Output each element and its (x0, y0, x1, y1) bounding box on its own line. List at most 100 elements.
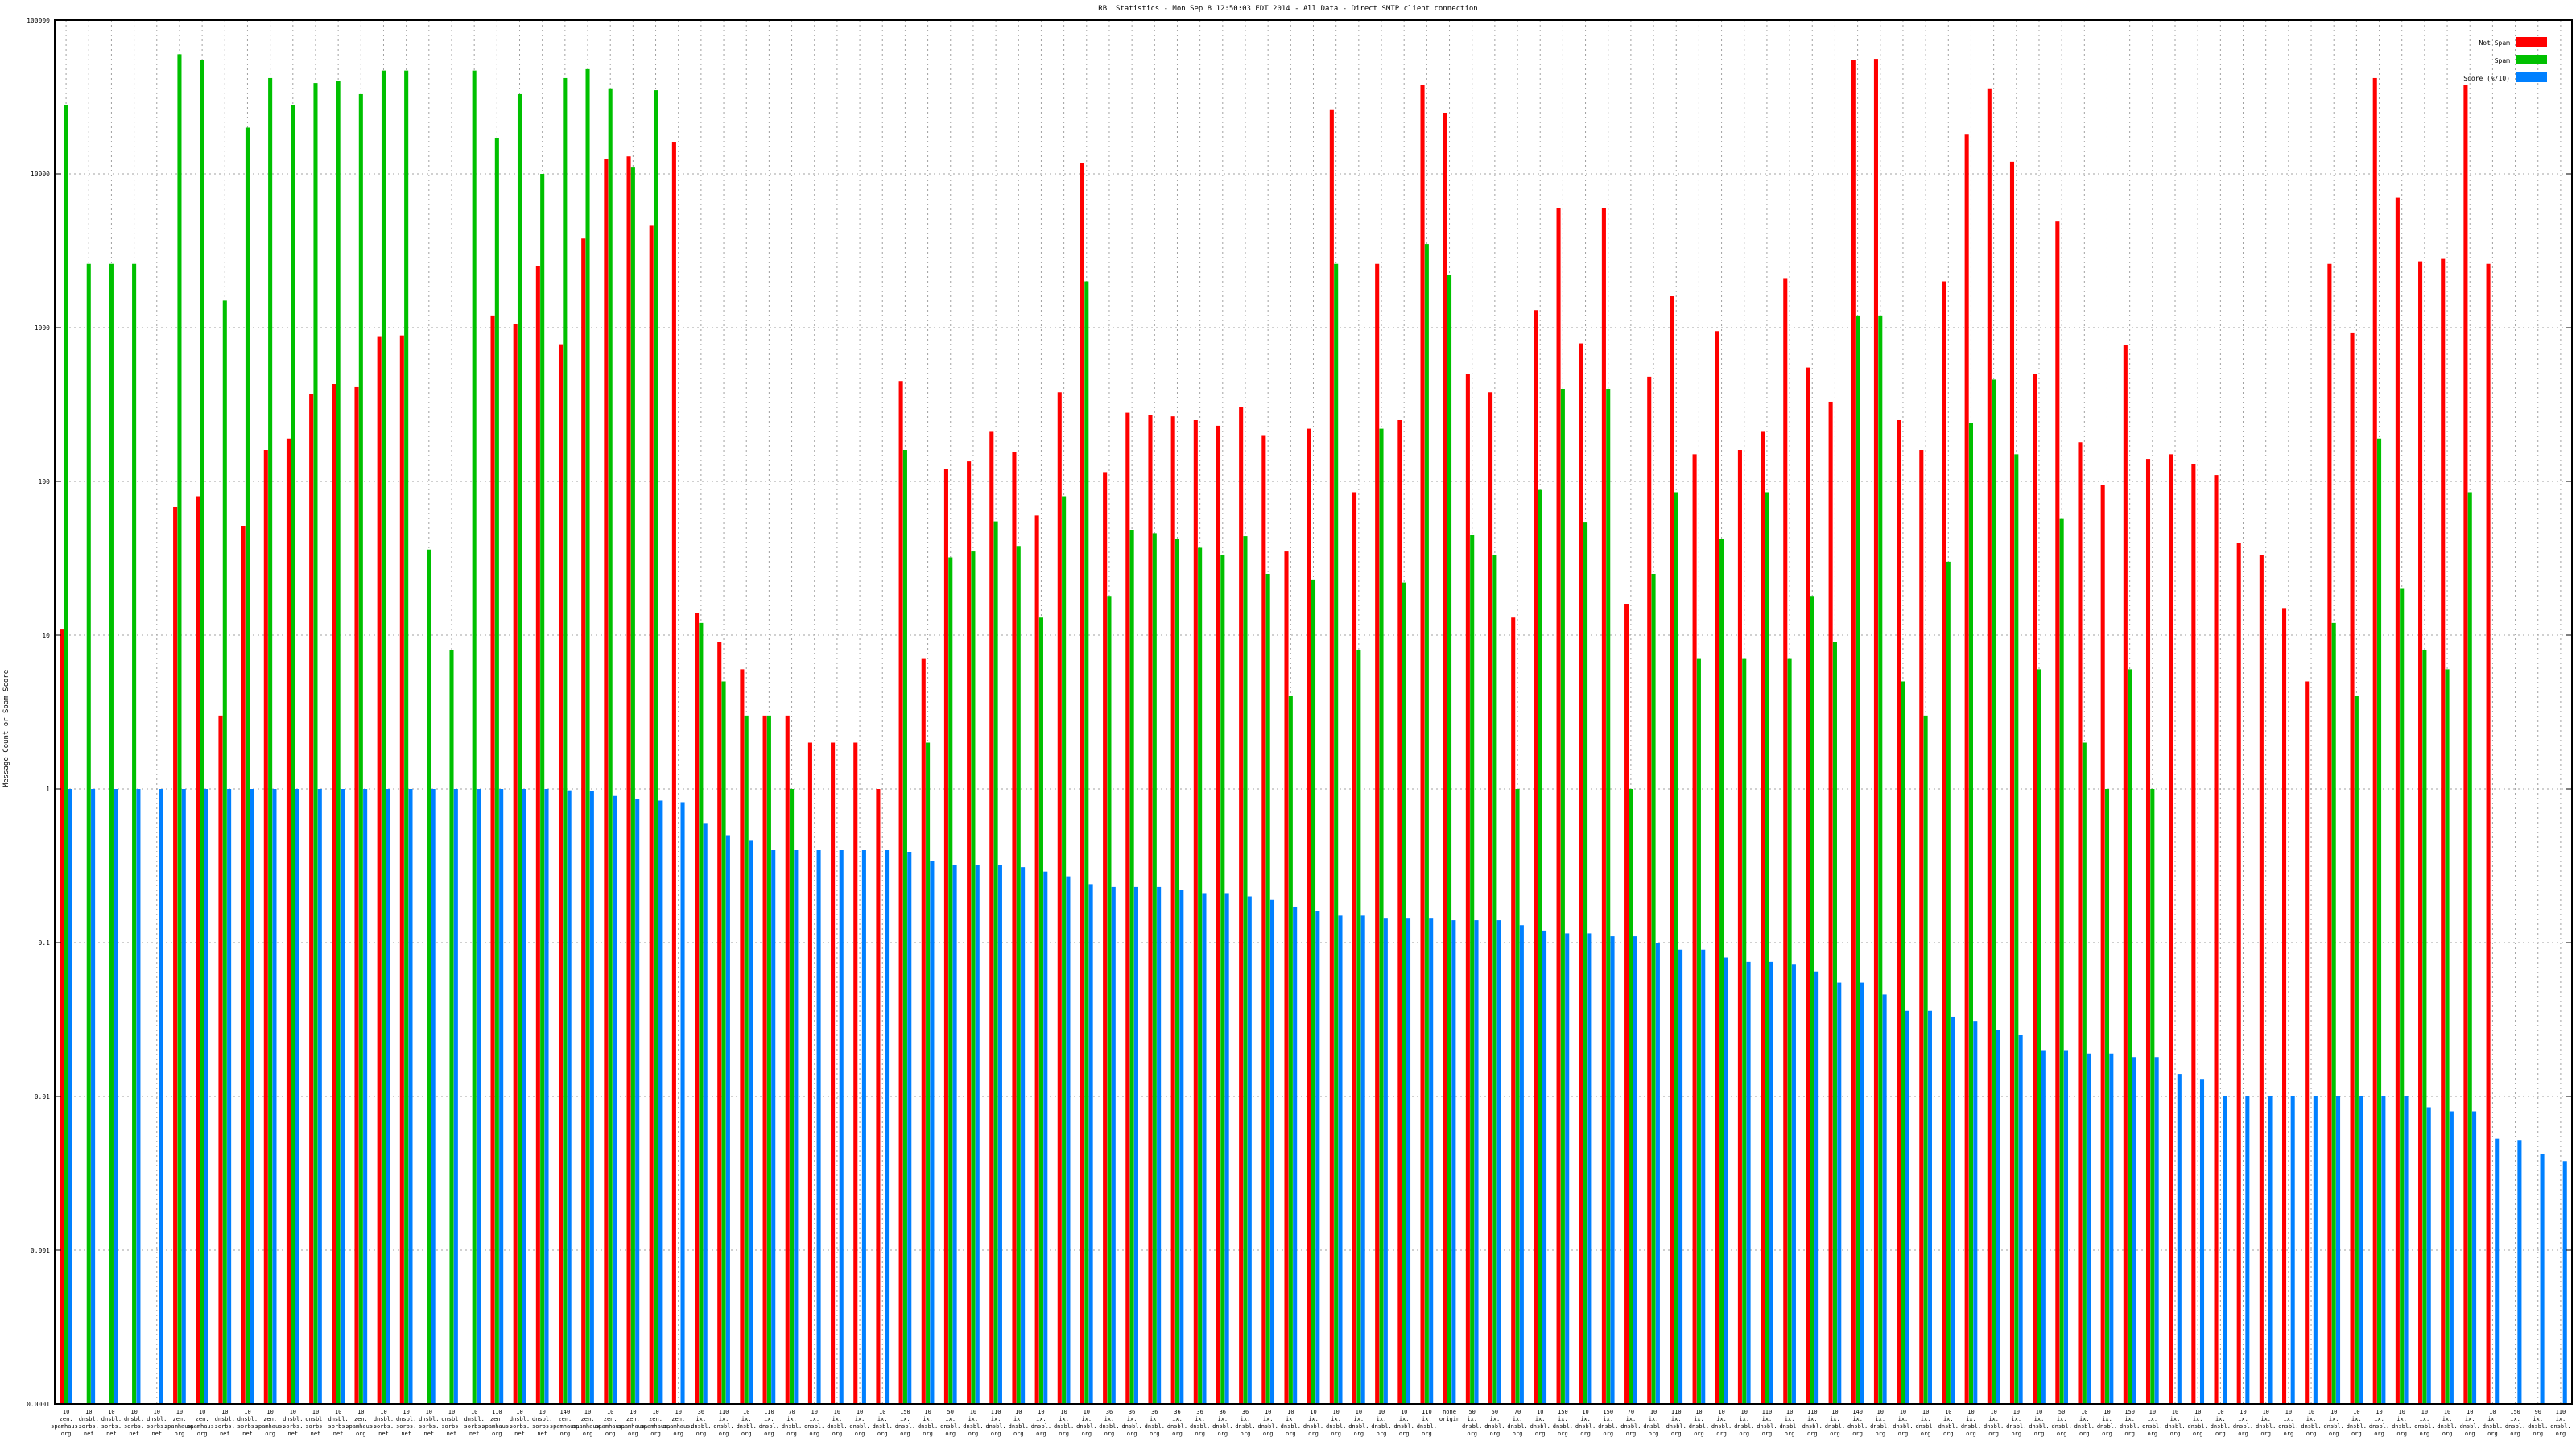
bar (902, 450, 907, 1404)
bars-layer (60, 54, 2567, 1405)
bar (699, 622, 704, 1404)
x-tick-label: 10 dnsbl. sorbs. net (464, 1409, 485, 1437)
bar (2214, 475, 2219, 1404)
bar (64, 105, 68, 1405)
x-tick-label: 150 ix. dnsbl. org (895, 1409, 915, 1437)
bar (766, 715, 771, 1404)
x-tick-label: 10 dnsbl. sorbs. net (419, 1409, 439, 1437)
bar (517, 93, 522, 1404)
bar (68, 789, 72, 1404)
bar (2359, 1096, 2363, 1404)
bar (1107, 596, 1112, 1404)
x-tick-label: 10 ix. dnsbl. org (2324, 1409, 2344, 1437)
bar (1832, 642, 1837, 1404)
bar (1787, 658, 1792, 1404)
bar (721, 681, 726, 1404)
bar (1905, 1010, 1909, 1404)
bar (1152, 533, 1157, 1404)
bar (2037, 669, 2041, 1404)
bar (1814, 971, 1819, 1404)
bar (885, 850, 890, 1404)
bar (1103, 472, 1108, 1404)
bar (1860, 982, 1864, 1404)
bar (2463, 85, 2468, 1404)
x-tick-label: 10 ix. dnsbl. org (1825, 1409, 1845, 1437)
bar (771, 850, 776, 1404)
bar (2377, 438, 2382, 1404)
x-tick-label: 10 ix. dnsbl. org (1394, 1409, 1414, 1437)
bar (1021, 867, 1026, 1404)
x-tick-label: 10 zen. spamhaus. org (345, 1409, 376, 1437)
bar (200, 60, 204, 1405)
bar (907, 852, 912, 1404)
x-tick-label: 10 ix. dnsbl. org (1779, 1409, 1799, 1437)
bar (2467, 492, 2472, 1404)
bar (563, 77, 568, 1405)
bar (2331, 622, 2336, 1404)
bar (630, 167, 635, 1404)
x-tick-label: 10 ix. dnsbl. org (918, 1409, 938, 1437)
bar (1470, 535, 1475, 1405)
x-tick-label: 10 zen. spamhaus. org (572, 1409, 603, 1437)
bar (1111, 886, 1116, 1404)
bar (1761, 431, 1765, 1405)
x-tick-label: 10 ix. dnsbl. org (1938, 1409, 1959, 1437)
bar (109, 263, 114, 1404)
x-tick-label: 10 ix. dnsbl. org (2278, 1409, 2298, 1437)
legend-label: Score (%/10) (2463, 75, 2510, 82)
bar (2109, 1053, 2114, 1404)
bar (291, 105, 295, 1405)
bar (1674, 492, 1678, 1404)
bar (1783, 278, 1788, 1405)
bar (1901, 681, 1905, 1404)
bar (1964, 134, 1969, 1405)
x-tick-label: 36 ix. dnsbl. org (1212, 1409, 1232, 1437)
bar (2404, 1096, 2409, 1404)
bar (1474, 920, 1479, 1404)
x-tick-label: 110 ix. dnsbl. org (759, 1409, 779, 1437)
bar (1293, 906, 1298, 1404)
bar (2223, 1096, 2227, 1404)
x-tick-label: 10 ix. dnsbl. org (1348, 1409, 1368, 1437)
bar (831, 742, 836, 1404)
bar (1034, 515, 1039, 1405)
x-tick-label: 10 ix. dnsbl. org (2029, 1409, 2049, 1437)
bar (1174, 539, 1180, 1404)
x-tick-label: 10 ix. dnsbl. org (2437, 1409, 2457, 1437)
x-tick-label: 10 ix. dnsbl. org (2074, 1409, 2095, 1437)
bar (2305, 681, 2310, 1404)
bar (2041, 1050, 2046, 1404)
bar (1583, 522, 1588, 1404)
x-tick-label: 110 ix. dnsbl. org (713, 1409, 733, 1437)
bar (427, 549, 431, 1404)
x-tick-label: 10 ix. dnsbl. org (1326, 1409, 1346, 1437)
bar (472, 70, 477, 1405)
bar (839, 850, 844, 1404)
bar (1742, 658, 1747, 1404)
bar (926, 742, 931, 1404)
x-tick-label: 36 ix. dnsbl. org (1235, 1409, 1255, 1437)
x-tick-label: 10 ix. dnsbl. org (2414, 1409, 2434, 1437)
x-tick-label: 10 ix. dnsbl. org (2256, 1409, 2276, 1437)
x-tick-label: 10 ix. dnsbl. org (1031, 1409, 1051, 1437)
legend-label: Not Spam (2479, 39, 2510, 47)
bar (1992, 379, 1996, 1404)
bar (218, 715, 223, 1404)
bar (1492, 555, 1497, 1404)
bar (227, 789, 232, 1404)
y-tick-label: 0.0001 (27, 1401, 50, 1408)
bar (654, 90, 658, 1404)
bar (2055, 221, 2060, 1404)
bar (2327, 263, 2332, 1404)
bar (1810, 596, 1814, 1404)
y-tick-label: 10000 (31, 171, 50, 178)
x-tick-label: 10 ix. dnsbl. org (1258, 1409, 1278, 1437)
bar (2154, 1057, 2159, 1404)
x-tick-label: 10 zen. spamhaus. org (617, 1409, 648, 1437)
bar (989, 431, 994, 1405)
bar (196, 496, 200, 1405)
x-tick-label: 10 dnsbl. sorbs. net (532, 1409, 552, 1437)
bar (744, 715, 749, 1404)
bar (408, 789, 413, 1404)
